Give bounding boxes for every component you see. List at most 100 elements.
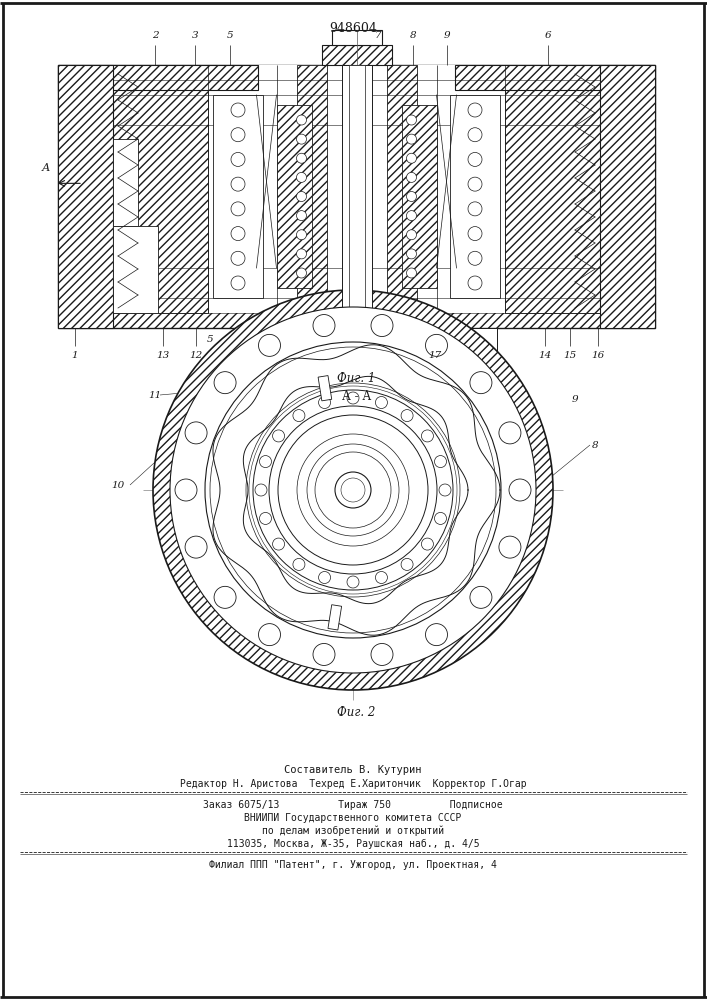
Circle shape — [214, 586, 236, 608]
Circle shape — [439, 484, 451, 496]
Bar — [113, 65, 600, 313]
Bar — [322, 45, 392, 65]
Circle shape — [426, 624, 448, 646]
Circle shape — [175, 479, 197, 501]
Bar — [387, 353, 486, 373]
Bar — [113, 65, 208, 313]
Circle shape — [468, 251, 482, 265]
Circle shape — [435, 512, 447, 524]
Circle shape — [407, 115, 416, 125]
Circle shape — [407, 172, 416, 182]
Text: 2: 2 — [152, 31, 158, 40]
Circle shape — [371, 315, 393, 337]
Circle shape — [468, 227, 482, 241]
Circle shape — [426, 334, 448, 356]
Circle shape — [269, 406, 437, 574]
Text: А - А: А - А — [342, 389, 371, 402]
Text: 6: 6 — [544, 31, 551, 40]
Circle shape — [255, 484, 267, 496]
Circle shape — [407, 153, 416, 163]
Circle shape — [375, 571, 387, 583]
Circle shape — [296, 230, 307, 240]
Text: Составитель В. Кутурин: Составитель В. Кутурин — [284, 765, 422, 775]
Circle shape — [407, 192, 416, 202]
Text: 948604: 948604 — [329, 21, 377, 34]
Circle shape — [468, 128, 482, 142]
Circle shape — [273, 430, 285, 442]
Circle shape — [421, 430, 433, 442]
Circle shape — [153, 290, 553, 690]
Circle shape — [293, 410, 305, 422]
Bar — [397, 373, 477, 388]
Text: 9: 9 — [444, 31, 450, 40]
Text: 12: 12 — [189, 351, 203, 360]
Circle shape — [421, 538, 433, 550]
Circle shape — [259, 334, 281, 356]
Circle shape — [407, 230, 416, 240]
Text: 13: 13 — [156, 351, 170, 360]
Bar — [402, 105, 436, 288]
Circle shape — [470, 372, 492, 394]
Circle shape — [278, 415, 428, 565]
Bar — [377, 328, 496, 353]
Bar — [505, 65, 600, 313]
Text: 3: 3 — [192, 31, 198, 40]
Circle shape — [435, 456, 447, 468]
Circle shape — [468, 177, 482, 191]
Circle shape — [231, 177, 245, 191]
Text: Фиг. 2: Фиг. 2 — [337, 706, 375, 718]
Circle shape — [185, 536, 207, 558]
Bar — [332, 30, 382, 45]
Text: 1: 1 — [71, 351, 78, 360]
Circle shape — [231, 276, 245, 290]
Text: ВНИИПИ Государственного комитета СССР: ВНИИПИ Государственного комитета СССР — [245, 813, 462, 823]
Text: Фиг. 1: Фиг. 1 — [337, 371, 375, 384]
Bar — [113, 226, 158, 313]
Circle shape — [231, 128, 245, 142]
Circle shape — [468, 152, 482, 166]
Circle shape — [296, 211, 307, 221]
Text: 17: 17 — [428, 351, 442, 360]
Bar — [600, 65, 655, 328]
Bar — [58, 65, 258, 90]
Circle shape — [296, 153, 307, 163]
Circle shape — [205, 342, 501, 638]
Circle shape — [313, 643, 335, 665]
Circle shape — [407, 134, 416, 144]
Circle shape — [335, 472, 371, 508]
Circle shape — [259, 456, 271, 468]
Bar — [317, 328, 397, 358]
Bar — [341, 65, 371, 328]
Circle shape — [401, 410, 413, 422]
Circle shape — [259, 624, 281, 646]
Bar — [276, 105, 312, 288]
Text: 5: 5 — [206, 336, 214, 344]
Circle shape — [313, 315, 335, 337]
Circle shape — [296, 172, 307, 182]
Circle shape — [371, 643, 393, 665]
Bar — [332, 358, 382, 378]
Circle shape — [231, 251, 245, 265]
Circle shape — [293, 558, 305, 570]
Text: 5: 5 — [227, 31, 233, 40]
Bar — [296, 65, 327, 328]
Circle shape — [347, 576, 359, 588]
Circle shape — [231, 103, 245, 117]
Text: 7: 7 — [375, 31, 381, 40]
Circle shape — [347, 392, 359, 404]
Bar — [455, 65, 655, 90]
Circle shape — [231, 227, 245, 241]
Circle shape — [185, 422, 207, 444]
Circle shape — [319, 397, 331, 409]
Circle shape — [296, 249, 307, 259]
Text: А: А — [42, 163, 50, 173]
Text: Редактор Н. Аристова  Техред Е.Харитончик  Корректор Г.Огар: Редактор Н. Аристова Техред Е.Харитончик… — [180, 779, 526, 789]
Circle shape — [319, 571, 331, 583]
Circle shape — [273, 538, 285, 550]
Text: Заказ 6075/13          Тираж 750          Подписное: Заказ 6075/13 Тираж 750 Подписное — [203, 800, 503, 810]
Circle shape — [468, 276, 482, 290]
Bar — [387, 65, 416, 328]
Text: 8: 8 — [592, 440, 598, 450]
Circle shape — [253, 390, 453, 590]
Circle shape — [231, 202, 245, 216]
